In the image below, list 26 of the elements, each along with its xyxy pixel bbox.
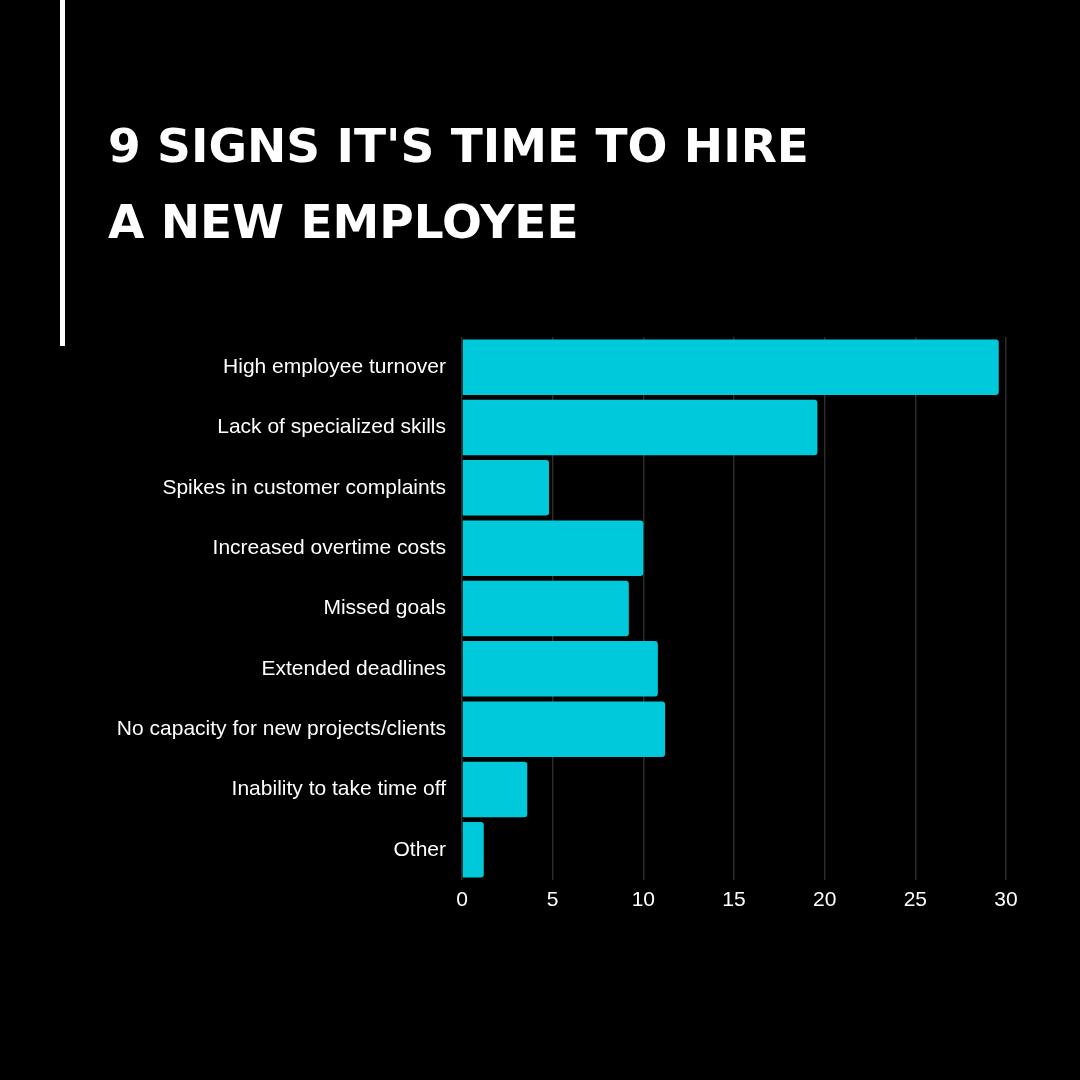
x-tick-label: 5 (546, 887, 559, 911)
x-tick-label: 10 (631, 887, 656, 911)
bar (462, 339, 999, 395)
x-tick-label: 15 (722, 887, 746, 911)
bar (462, 399, 818, 456)
y-tick-label: Extended deadlines (261, 655, 446, 679)
bar (462, 460, 550, 516)
x-tick-label: 0 (456, 887, 468, 911)
y-tick-label: Inability to take time off (231, 776, 447, 800)
y-tick-label: High employee turnover (223, 353, 446, 377)
bar (462, 761, 528, 818)
bar (462, 701, 666, 757)
y-tick-label: No capacity for new projects/clients (116, 715, 446, 739)
bar (462, 520, 644, 576)
bar (462, 580, 629, 637)
x-tick-label: 30 (994, 887, 1018, 911)
y-tick-label: Other (393, 836, 446, 860)
y-tick-label: Missed goals (323, 595, 446, 619)
y-tick-label: Increased overtime costs (212, 534, 446, 558)
y-tick-label: Lack of specialized skills (217, 414, 446, 438)
y-tick-label: Spikes in customer complaints (162, 474, 446, 498)
bar (462, 641, 658, 697)
chart-title: 9 SIGNS IT'S TIME TO HIRE A NEW EMPLOYEE (108, 117, 810, 251)
x-tick-label: 20 (812, 887, 837, 911)
x-tick-label: 25 (903, 887, 928, 911)
bar (462, 822, 484, 878)
